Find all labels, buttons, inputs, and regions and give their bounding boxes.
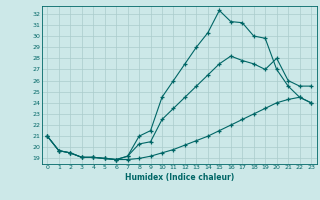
X-axis label: Humidex (Indice chaleur): Humidex (Indice chaleur) <box>124 173 234 182</box>
